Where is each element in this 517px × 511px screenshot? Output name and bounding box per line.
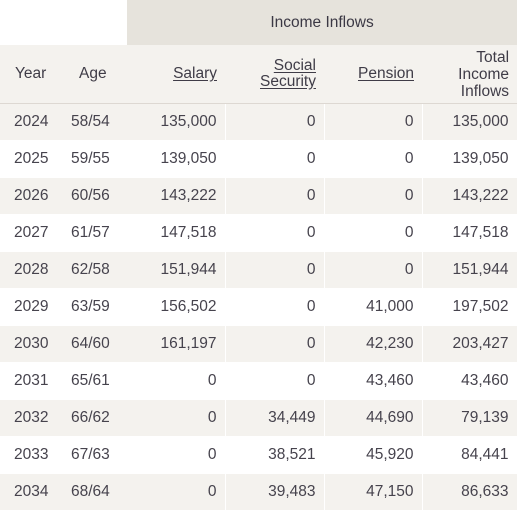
total-income-inflows-cell: 197,502 (422, 288, 517, 326)
pension-cell: 43,460 (324, 362, 423, 400)
salary-column-header[interactable]: Salary (127, 45, 225, 104)
pension-column-header[interactable]: Pension (324, 45, 422, 104)
year-cell: 2033 (0, 436, 62, 474)
salary-cell: 147,518 (127, 214, 226, 252)
pension-cell: 42,230 (324, 325, 423, 363)
total-income-inflows-cell: 86,633 (422, 473, 517, 511)
table-row: 2028 62/58 151,944 0 0 151,944 (0, 251, 517, 289)
column-header-row: Year Age Salary Social Security Pension … (0, 45, 517, 104)
pension-cell: 0 (324, 140, 423, 178)
total-income-inflows-cell: 139,050 (422, 140, 517, 178)
age-cell: 61/57 (62, 214, 127, 252)
pension-cell: 44,690 (324, 399, 423, 437)
year-cell: 2032 (0, 399, 62, 437)
total-income-inflows-column-header: Total Income Inflows (422, 45, 517, 104)
pension-cell: 41,000 (324, 288, 423, 326)
group-header-row: Income Inflows (0, 0, 517, 45)
age-column-header: Age (62, 45, 127, 104)
social-security-label-line-2: Security (260, 72, 316, 90)
total-income-inflows-cell: 84,441 (422, 436, 517, 474)
pension-sort-link[interactable]: Pension (357, 65, 414, 82)
salary-cell: 0 (127, 399, 226, 437)
group-header-spacer (0, 0, 127, 45)
pension-cell: 0 (324, 103, 423, 141)
year-cell: 2027 (0, 214, 62, 252)
social-security-cell: 0 (225, 251, 325, 289)
total-income-inflows-cell: 135,000 (422, 103, 517, 141)
table-row: 2029 63/59 156,502 0 41,000 197,502 (0, 288, 517, 326)
year-cell: 2026 (0, 177, 62, 215)
table-row: 2027 61/57 147,518 0 0 147,518 (0, 214, 517, 252)
pension-cell: 0 (324, 214, 423, 252)
table-row: 2033 67/63 0 38,521 45,920 84,441 (0, 436, 517, 474)
salary-cell: 0 (127, 362, 226, 400)
table-row: 2032 66/62 0 34,449 44,690 79,139 (0, 399, 517, 437)
year-cell: 2031 (0, 362, 62, 400)
age-cell: 58/54 (62, 103, 127, 141)
salary-cell: 143,222 (127, 177, 226, 215)
year-cell: 2024 (0, 103, 62, 141)
pension-cell: 45,920 (324, 436, 423, 474)
age-cell: 68/64 (62, 473, 127, 511)
table-row: 2026 60/56 143,222 0 0 143,222 (0, 177, 517, 215)
age-cell: 62/58 (62, 251, 127, 289)
age-cell: 64/60 (62, 325, 127, 363)
social-security-column-header[interactable]: Social Security (225, 45, 324, 104)
year-column-header: Year (0, 45, 62, 104)
social-security-cell: 34,449 (225, 399, 325, 437)
total-income-inflows-cell: 203,427 (422, 325, 517, 363)
salary-cell: 135,000 (127, 103, 226, 141)
table-row: 2031 65/61 0 0 43,460 43,460 (0, 362, 517, 400)
social-security-cell: 0 (225, 177, 325, 215)
age-cell: 59/55 (62, 140, 127, 178)
table-row: 2034 68/64 0 39,483 47,150 86,633 (0, 473, 517, 511)
year-cell: 2029 (0, 288, 62, 326)
social-security-sort-link[interactable]: Social Security (260, 56, 316, 90)
age-cell: 60/56 (62, 177, 127, 215)
table-row: 2030 64/60 161,197 0 42,230 203,427 (0, 325, 517, 363)
total-income-inflows-cell: 79,139 (422, 399, 517, 437)
total-income-inflows-cell: 143,222 (422, 177, 517, 215)
total-income-inflows-cell: 151,944 (422, 251, 517, 289)
income-inflows-group-header: Income Inflows (127, 0, 517, 45)
social-security-cell: 0 (225, 103, 325, 141)
social-security-cell: 0 (225, 325, 325, 363)
total-label-line-2: Income (458, 65, 510, 83)
social-security-cell: 0 (225, 214, 325, 252)
age-cell: 67/63 (62, 436, 127, 474)
social-security-label-line-1: Social (273, 56, 316, 74)
social-security-cell: 0 (225, 140, 325, 178)
salary-cell: 161,197 (127, 325, 226, 363)
social-security-cell: 38,521 (225, 436, 325, 474)
salary-sort-link[interactable]: Salary (173, 65, 217, 82)
year-cell: 2028 (0, 251, 62, 289)
pension-cell: 0 (324, 251, 423, 289)
salary-cell: 0 (127, 436, 226, 474)
total-income-inflows-cell: 147,518 (422, 214, 517, 252)
table-row: 2024 58/54 135,000 0 0 135,000 (0, 103, 517, 141)
total-label-line-1: Total (476, 48, 510, 66)
social-security-cell: 39,483 (225, 473, 325, 511)
year-cell: 2025 (0, 140, 62, 178)
salary-cell: 139,050 (127, 140, 226, 178)
age-cell: 66/62 (62, 399, 127, 437)
pension-cell: 47,150 (324, 473, 423, 511)
total-label-line-3: Inflows (460, 82, 510, 100)
salary-cell: 151,944 (127, 251, 226, 289)
table-row: 2025 59/55 139,050 0 0 139,050 (0, 140, 517, 178)
salary-cell: 156,502 (127, 288, 226, 326)
age-cell: 65/61 (62, 362, 127, 400)
pension-cell: 0 (324, 177, 423, 215)
total-income-inflows-cell: 43,460 (422, 362, 517, 400)
table-body: 2024 58/54 135,000 0 0 135,000 2025 59/55 139,05… (0, 103, 517, 511)
year-cell: 2034 (0, 473, 62, 511)
salary-cell: 0 (127, 473, 226, 511)
year-cell: 2030 (0, 325, 62, 363)
social-security-cell: 0 (225, 362, 325, 400)
age-cell: 63/59 (62, 288, 127, 326)
social-security-cell: 0 (225, 288, 325, 326)
